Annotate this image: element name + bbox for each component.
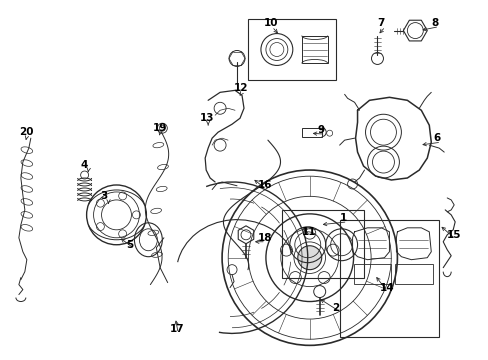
Text: 15: 15 [447,230,461,240]
Bar [281,210,363,278]
Text: 3: 3 [101,191,107,201]
Text: 12: 12 [234,84,248,93]
Text: 11: 11 [301,227,316,237]
Text: 9: 9 [317,125,324,135]
Text: 13: 13 [200,113,214,123]
Text: 1: 1 [339,213,346,223]
Text: 5: 5 [126,240,133,250]
Text: 2: 2 [331,302,338,312]
Bar [339,220,438,337]
Text: 4: 4 [81,160,88,170]
Circle shape [297,246,321,270]
Text: 6: 6 [432,133,440,143]
Text: 20: 20 [19,127,33,137]
Bar [301,36,327,63]
Text: 10: 10 [264,18,278,28]
Text: 19: 19 [152,123,166,133]
Bar [353,264,390,284]
Bar [395,264,432,284]
Text: 7: 7 [377,18,384,28]
Bar [301,128,321,137]
Text: 16: 16 [258,180,272,190]
Text: 14: 14 [379,283,393,293]
Text: 18: 18 [258,233,272,243]
Text: 8: 8 [430,18,438,28]
Text: 17: 17 [170,324,184,334]
Bar [247,19,335,80]
